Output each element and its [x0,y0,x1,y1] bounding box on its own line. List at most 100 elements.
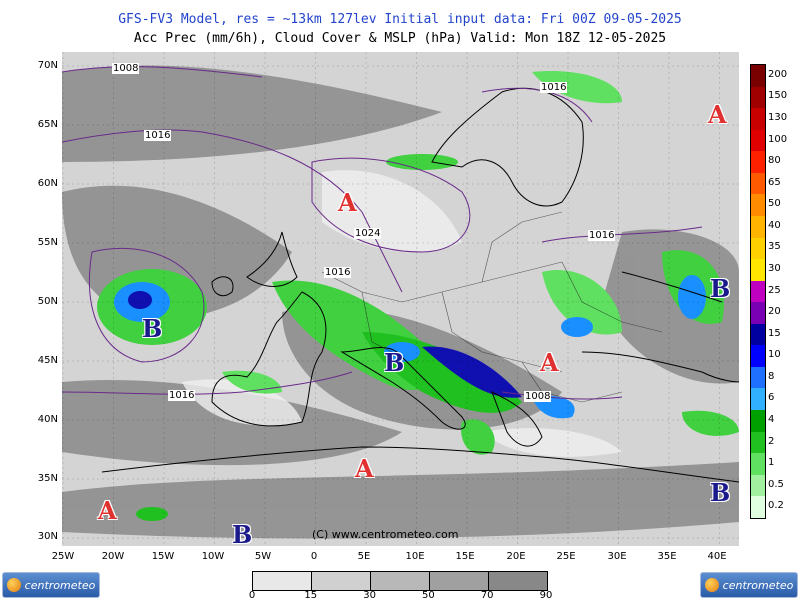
colorbar-swatch [751,215,765,238]
lon-label: 10W [201,551,225,562]
colorbar-label: 25 [768,284,781,296]
colorbar-label: 200 [768,68,788,80]
colorbar-label: 30 [768,262,781,274]
isobar-label: 1024 [354,228,382,239]
lat-label: 55N [37,237,58,248]
lat-label: 50N [37,296,58,307]
lon-label: 10E [405,551,425,562]
lon-label: 5W [254,551,272,562]
colorbar-swatch [751,345,765,367]
cloud-scale-label: 50 [422,590,435,601]
low-pressure-center: B [232,520,253,546]
colorbar-label: 15 [768,327,781,339]
isobar-label: 1008 [112,63,140,74]
colorbar-swatch [751,108,765,130]
low-pressure-center: B [384,348,405,377]
lon-label: 15E [455,551,475,562]
colorbar-label: 4 [768,413,775,425]
colorbar-swatch [751,237,765,260]
colorbar-swatch [751,453,765,475]
cloud-scale-label: 70 [480,590,494,601]
isobar-label: 1016 [588,230,616,241]
isobar-label: 1016 [144,130,172,141]
cloud-scale-swatch [371,572,430,590]
colorbar-label: 8 [768,370,775,382]
colorbar-swatch [751,86,765,109]
colorbar-label: 65 [768,176,781,188]
lat-label: 30N [37,531,58,542]
colorbar-swatch [751,323,765,346]
colorbar-label: 40 [768,219,781,231]
precip-layer [97,71,739,521]
colorbar-swatch [751,129,765,152]
isobar-label: 1016 [540,82,568,93]
high-pressure-center: A [708,100,727,129]
centrometeo-logo-left[interactable]: centrometeo [2,572,100,598]
weather-map: A A A A A B B B B B 1008 1016 1016 1024 … [62,52,739,546]
colorbar-label: 100 [768,133,788,145]
colorbar-swatch [751,280,765,303]
low-pressure-center: B [142,314,163,343]
cloud-scale-label: 90 [539,590,553,601]
lon-label: 30E [607,551,627,562]
coastlines [101,87,739,483]
colorbar-swatch [751,388,765,410]
lon-label: 15W [151,551,175,562]
colorbar-label: 1 [768,457,775,469]
colorbar-label: 10 [768,349,781,361]
lon-label: 25E [556,551,576,562]
colorbar-label: 35 [768,241,781,253]
colorbar-swatch [751,431,765,454]
colorbar-swatch [751,151,765,173]
low-pressure-center: B [710,274,731,303]
latlon-grid [62,52,739,546]
lat-label: 60N [37,178,58,189]
colorbar-label: 2 [768,435,775,447]
lat-label: 35N [37,473,58,484]
lat-label: 70N [37,60,58,71]
colorbar-label: 130 [768,111,788,123]
lon-label: 5E [357,551,371,562]
precip-colorbar [750,64,766,519]
lat-label: 40N [37,414,58,425]
copyright-credit: (C) www.centrometeo.com [312,528,459,541]
high-pressure-center: A [540,348,559,377]
model-info-title: GFS-FV3 Model, res = ~13km 127lev Initia… [118,12,682,27]
product-valid-title: Acc Prec (mm/6h), Cloud Cover & MSLP (hP… [133,31,667,46]
colorbar-label: 150 [768,90,788,102]
cloud-scale-label: 30 [363,590,376,601]
colorbar-label: 20 [768,306,781,318]
colorbar-swatch [751,410,765,432]
lon-label: 20W [101,551,125,562]
high-pressure-center: A [338,188,357,217]
cloud-scale-label: 15 [304,590,318,601]
map-canvas [62,52,739,546]
globe-icon [704,578,719,592]
colorbar-label: 0.5 [768,478,784,490]
cloud-cover-scale [252,571,548,591]
colorbar-swatch [751,194,765,216]
lon-label: 40E [707,551,727,562]
colorbar-label: 6 [768,392,775,404]
colorbar-swatch [751,65,765,87]
lon-label: 20E [506,551,526,562]
colorbar-swatch [751,259,765,281]
isobar-label: 1016 [168,390,196,401]
colorbar-label: 50 [768,198,781,210]
high-pressure-center: A [355,454,374,483]
lat-label: 65N [37,119,58,130]
lat-label: 45N [37,355,58,366]
colorbar-label: 0.2 [768,500,784,512]
centrometeo-logo-right[interactable]: centrometeo [700,572,798,598]
colorbar-swatch [751,474,765,497]
cloud-scale-swatch [312,572,371,590]
cloud-scale-label: 0 [248,590,256,601]
low-pressure-center: B [710,478,731,507]
cloud-scale-swatch [489,572,547,590]
high-pressure-center: A [98,496,117,525]
colorbar-swatch [751,496,765,518]
cloud-scale-swatch [253,572,312,590]
colorbar-swatch [751,366,765,389]
colorbar-swatch [751,172,765,195]
colorbar-swatch [751,302,765,324]
